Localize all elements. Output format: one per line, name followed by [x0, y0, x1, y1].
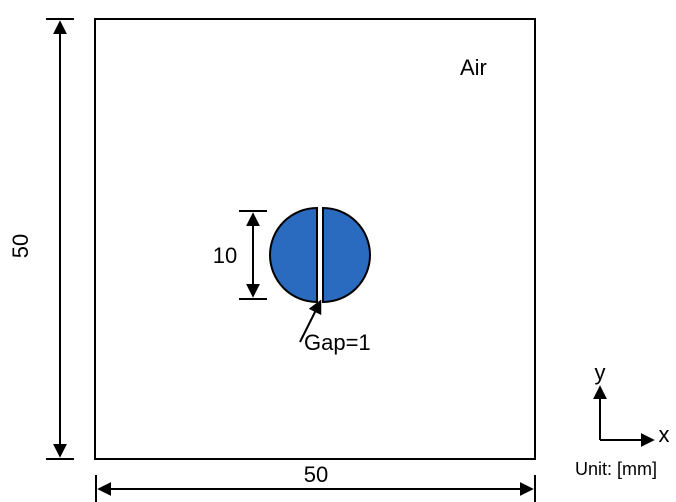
- engineering-diagram: 50 50 10 Gap=1 Air x y Unit: [mm]: [0, 0, 676, 502]
- height-dim-value: 50: [8, 234, 33, 258]
- diameter-dim-value: 10: [213, 243, 237, 268]
- y-axis-label: y: [595, 360, 606, 385]
- width-dim-value: 50: [304, 462, 328, 487]
- gap-label: Gap=1: [304, 330, 371, 355]
- air-label: Air: [460, 55, 487, 80]
- width-dimension: 50: [96, 462, 535, 502]
- x-axis-label: x: [659, 422, 670, 447]
- unit-label: Unit: [mm]: [575, 459, 657, 479]
- height-dimension: 50: [8, 19, 74, 459]
- coordinate-axes: x y: [595, 360, 670, 447]
